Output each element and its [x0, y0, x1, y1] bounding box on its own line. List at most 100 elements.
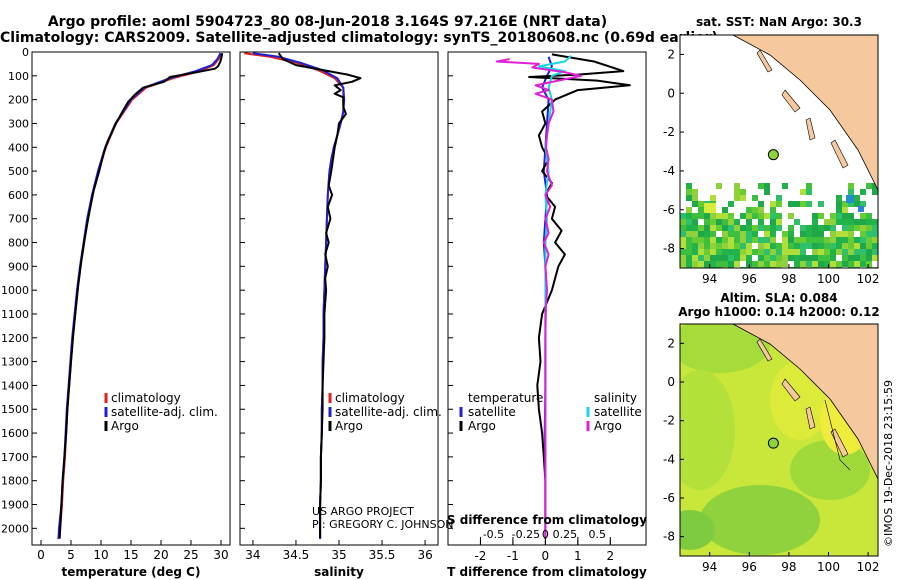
sst-cell: [722, 243, 728, 249]
ytick-label: 1800: [1, 475, 29, 488]
sst-cell: [860, 231, 866, 237]
series-argo: [277, 52, 362, 538]
sla-blob-1: [680, 324, 770, 373]
sst-cell: [728, 249, 734, 255]
sst-cell: [734, 243, 740, 249]
sal-legend-label: Argo: [335, 419, 363, 433]
sst-cell: [788, 249, 794, 255]
sst-cell: [722, 213, 728, 219]
diff-s-xtick-label: -0.5: [483, 528, 504, 541]
sst-cell: [782, 231, 788, 237]
sst-cell: [806, 183, 812, 189]
sst-cell: [734, 183, 740, 189]
ytick-label: 200: [8, 94, 29, 107]
sst-cell: [800, 249, 806, 255]
sst-cell: [860, 237, 866, 243]
sst-cell: [830, 249, 836, 255]
temp-xtick-label: 15: [123, 548, 138, 562]
sst-map-xtick-label: 100: [817, 272, 840, 286]
sst-cell: [758, 225, 764, 231]
sst-cell: [680, 225, 686, 231]
sst-cell: [764, 213, 770, 219]
diff-legend-t-title: temperature: [468, 391, 543, 405]
sst-cell: [770, 225, 776, 231]
sst-cell: [686, 261, 692, 267]
island-batu: [805, 117, 816, 141]
sst-cell: [746, 213, 752, 219]
sst-cell: [866, 219, 872, 225]
difference-panel-frame: [447, 51, 647, 546]
sst-cell: [818, 231, 824, 237]
sst-cell: [860, 225, 866, 231]
sst-cell: [734, 249, 740, 255]
sst-cell: [752, 195, 758, 201]
sst-cell: [854, 261, 860, 267]
credit-project: US ARGO PROJECT: [312, 505, 414, 518]
sst-cell: [818, 261, 824, 267]
sst-cell: [848, 249, 854, 255]
sst-cell: [836, 249, 842, 255]
sst-map-ytick-label: -6: [663, 203, 675, 217]
sla-blob-2: [680, 370, 735, 490]
sst-cell: [848, 219, 854, 225]
sst-cell: [848, 261, 854, 267]
sst-cell: [746, 255, 752, 261]
diff-s-xtick-label: 0.5: [589, 528, 607, 541]
ytick-label: 0: [22, 46, 29, 59]
sst-cell: [692, 225, 698, 231]
sst-cell: [692, 201, 698, 207]
sst-cell: [818, 201, 824, 207]
sla-map-xtick-label: 102: [857, 560, 880, 574]
temp-xtick-label: 0: [37, 548, 45, 562]
sst-cell: [824, 249, 830, 255]
sst-cell: [806, 225, 812, 231]
ytick-label: 1400: [1, 379, 29, 392]
sst-cell: [818, 243, 824, 249]
sst-cell: [872, 255, 878, 261]
sla-island-simeulue: [756, 338, 773, 362]
sst-cell: [776, 249, 782, 255]
sst-cell: [716, 249, 722, 255]
figure-title: Argo profile: aoml 5904723_80 08-Jun-201…: [47, 14, 608, 30]
sst-cell: [716, 237, 722, 243]
sst-cell: [686, 255, 692, 261]
temp-xtick-label: 10: [93, 548, 108, 562]
sst-cell: [866, 261, 872, 267]
sst-cell: [698, 207, 704, 213]
sst-cell: [836, 243, 842, 249]
sst-cell: [812, 255, 818, 261]
sst-cell: [866, 255, 872, 261]
sst-cell: [770, 213, 776, 219]
sst-cell: [830, 237, 836, 243]
sst-cell: [692, 195, 698, 201]
sst-cell: [764, 183, 770, 189]
sla-island-batu: [805, 406, 816, 430]
sst-cell: [710, 255, 716, 261]
sst-cell: [722, 255, 728, 261]
sst-cell: [680, 261, 686, 267]
sst-map-xtick-label: 94: [702, 272, 717, 286]
sst-cell: [848, 243, 854, 249]
sst-cells: [680, 183, 878, 268]
sst-cell: [770, 249, 776, 255]
sst-cell: [746, 207, 752, 213]
sst-cell: [686, 195, 692, 201]
sst-cell: [728, 213, 734, 219]
sst-cell: [740, 237, 746, 243]
sla-map-panel: [680, 324, 878, 556]
sst-cell: [716, 261, 722, 267]
diff-t-xtick-label: 2: [606, 549, 614, 563]
sst-cell: [830, 225, 836, 231]
sst-cell: [740, 243, 746, 249]
sst-cell: [848, 237, 854, 243]
temperature-panel-frame: [31, 51, 231, 546]
sst-map-ytick-label: -8: [663, 242, 675, 256]
sst-cell: [734, 189, 740, 195]
sst-cell: [858, 206, 864, 212]
sst-cell: [830, 231, 836, 237]
sla-blob-7: [680, 510, 715, 550]
sst-map-ytick-label: -2: [663, 125, 675, 139]
sst-cell: [704, 213, 710, 219]
sst-cell: [794, 249, 800, 255]
sst-cell: [782, 249, 788, 255]
